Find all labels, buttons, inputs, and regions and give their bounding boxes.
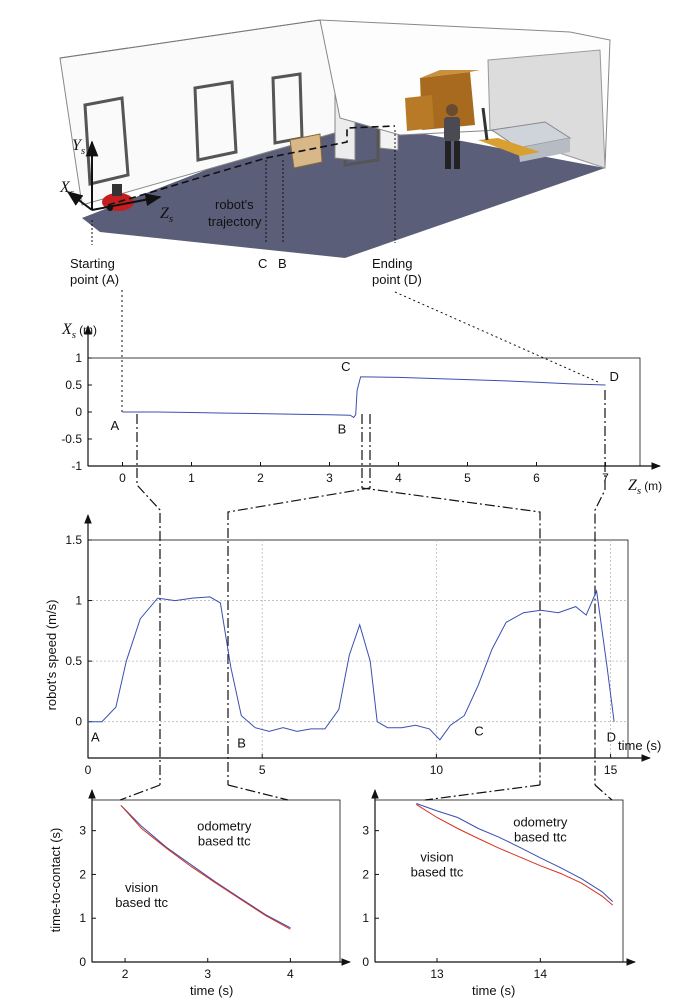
x-tick-label-2: 2 xyxy=(257,471,264,485)
scene-label-b: B xyxy=(278,256,287,271)
x-tick-label-0: 13 xyxy=(430,967,444,981)
y-tick-label-2: 2 xyxy=(362,867,369,881)
annotation-D: D xyxy=(610,369,619,384)
scene-boxes xyxy=(420,72,475,130)
scene-pallet xyxy=(289,133,323,169)
y-tick-label-0: 0 xyxy=(362,955,369,969)
annotation-line2-0: based ttc xyxy=(514,829,567,844)
series-line-0 xyxy=(88,589,615,741)
x-tick-label-5: 5 xyxy=(464,471,471,485)
frame-z-axis xyxy=(91,193,162,211)
zoom-connectors-1 xyxy=(136,390,606,785)
series-line-0 xyxy=(122,376,606,419)
x-tick-label-1: 5 xyxy=(259,763,266,777)
y-tick-label-4: 1 xyxy=(75,351,82,365)
x-tick-label-3: 15 xyxy=(604,763,618,777)
trajectory-label-1: robot's xyxy=(215,197,254,212)
x-tick-label-6: 6 xyxy=(533,471,540,485)
scene-label-c: C xyxy=(258,256,267,271)
chart4-xlabel: time (s) xyxy=(472,983,515,998)
chart2-xlabel: time (s) xyxy=(618,738,661,753)
scene-floor xyxy=(82,118,605,258)
x-tick-label-7: 7 xyxy=(602,471,609,485)
annotation-C: C xyxy=(341,359,350,374)
y-tick-label-3: 0.5 xyxy=(65,378,82,392)
x-tick-label-4: 4 xyxy=(395,471,402,485)
annotation-B: B xyxy=(237,736,246,751)
annotation-D: D xyxy=(607,730,616,745)
frame-z-label: Zs xyxy=(160,205,173,225)
y-tick-label-3: 1.5 xyxy=(65,533,82,547)
x-tick-label-2: 4 xyxy=(287,967,294,981)
scene-person xyxy=(444,104,460,169)
speed-chart: robot's speed (m/s) time (s) 0 5 10 15 0 0.5 1… xyxy=(44,514,661,777)
chart3-xlabel: time (s) xyxy=(190,983,233,998)
y-tick-label-3: 3 xyxy=(79,824,86,838)
y-tick-label-3: 3 xyxy=(362,824,369,838)
x-tick-label-1: 14 xyxy=(534,967,548,981)
y-tick-label-0: 0 xyxy=(79,955,86,969)
chart2-ylabel: robot's speed (m/s) xyxy=(44,600,59,711)
y-tick-label-0: 0 xyxy=(75,715,82,729)
x-tick-label-3: 3 xyxy=(326,471,333,485)
x-tick-label-1: 1 xyxy=(188,471,195,485)
x-tick-label-0: 0 xyxy=(85,763,92,777)
annotation-A: A xyxy=(111,418,120,433)
x-tick-label-0: 0 xyxy=(119,471,126,485)
series-line-1 xyxy=(120,804,291,930)
y-tick-label-1: 1 xyxy=(362,911,369,925)
trajectory-label-2: trajectory xyxy=(208,214,262,229)
trajectory-chart: Xs (m) Zs (m) 0 1 2 3 4 5 6 7 -1 -0.5 0 0.5 1 A B C D xyxy=(61,321,662,497)
chart1-xlabel: Zs (m) xyxy=(628,477,662,497)
annotation-C: C xyxy=(474,724,483,739)
ttc-chart-left: time-to-contact (s) time (s) 2 3 4 0 1 2 3 odom… xyxy=(48,789,351,998)
annotation-line1-1: vision xyxy=(420,849,453,864)
chart3-ylabel: time-to-contact (s) xyxy=(48,828,63,933)
connector-end xyxy=(394,291,599,383)
frame-y-label: Ys xyxy=(72,137,85,157)
y-tick-label-2: 0 xyxy=(75,405,82,419)
x-tick-label-1: 3 xyxy=(204,967,211,981)
annotation-line1-1: vision xyxy=(125,880,158,895)
zoom-connectors-2 xyxy=(119,784,613,801)
annotation-line1-0: odometry xyxy=(513,814,568,829)
y-tick-label-2: 1 xyxy=(75,594,82,608)
end-label-2: point (D) xyxy=(372,272,422,287)
series-line-0 xyxy=(120,804,291,929)
y-tick-label-1: 1 xyxy=(79,911,86,925)
scene-trajectory xyxy=(107,125,396,206)
series-line-1 xyxy=(416,803,614,906)
series-line-0 xyxy=(416,803,614,902)
frame-x-axis xyxy=(66,191,93,211)
annotation-A: A xyxy=(91,730,100,745)
x-tick-label-2: 10 xyxy=(430,763,444,777)
chart1-ylabel: Xs (m) xyxy=(61,321,97,341)
annotation-line1-0: odometry xyxy=(197,819,252,834)
y-tick-label-0: -1 xyxy=(71,459,82,473)
y-tick-label-1: 0.5 xyxy=(65,654,82,668)
y-tick-label-1: -0.5 xyxy=(61,432,82,446)
annotation-B: B xyxy=(338,421,347,436)
scene-pallet-jack xyxy=(478,138,540,156)
y-tick-label-2: 2 xyxy=(79,867,86,881)
x-tick-label-0: 2 xyxy=(122,967,129,981)
annotation-line2-1: based ttc xyxy=(411,864,464,879)
scene-illustration: Ys Xs Zs xyxy=(59,19,611,258)
start-label-2: point (A) xyxy=(70,272,119,287)
end-label-1: Ending xyxy=(372,256,412,271)
start-label-1: Starting xyxy=(70,256,115,271)
annotation-line2-0: based ttc xyxy=(198,834,251,849)
frame-x-label: Xs xyxy=(59,179,74,199)
annotation-line2-1: based ttc xyxy=(115,895,168,910)
